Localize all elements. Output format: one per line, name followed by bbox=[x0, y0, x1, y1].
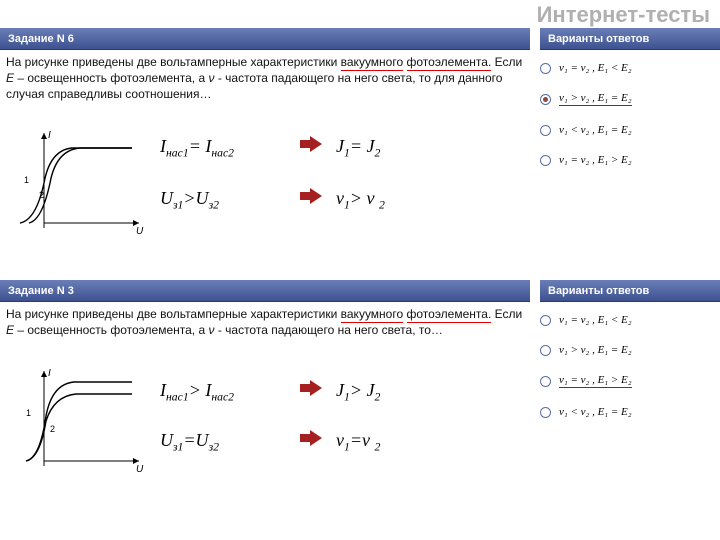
answer-option[interactable]: ν₁ = ν₂ , E₁ > E₂ bbox=[540, 154, 716, 166]
iv-graph: U I 1 2 bbox=[14, 128, 144, 238]
answer-option[interactable]: ν₁ > ν₂ , E₁ = E₂ bbox=[540, 92, 716, 106]
q-var-E: E bbox=[6, 323, 14, 337]
task-header-right: Варианты ответов bbox=[540, 280, 720, 302]
formula-U: Uз1=Uз2 bbox=[160, 430, 219, 454]
q-part: На рисунке приведены две вольтамперные х… bbox=[6, 55, 341, 69]
radio-icon[interactable] bbox=[540, 94, 551, 105]
formula-v: ν1=ν 2 bbox=[336, 430, 380, 454]
arrow-icon bbox=[300, 430, 322, 451]
q-part: – освещенность фотоэлемента, а bbox=[14, 71, 208, 85]
q-part bbox=[403, 307, 406, 321]
formula-J: J1> J2 bbox=[336, 380, 380, 404]
iv-graph: U I 1 2 bbox=[14, 366, 144, 476]
answer-option[interactable]: ν₁ < ν₂ , E₁ = E₂ bbox=[540, 124, 716, 136]
q-underline: фотоэлемента. bbox=[407, 55, 492, 71]
arrow-icon bbox=[300, 380, 322, 401]
axis-x-label: U bbox=[136, 226, 144, 237]
answer-text: ν₁ > ν₂ , E₁ = E₂ bbox=[559, 92, 632, 106]
answers-list: ν₁ = ν₂ , E₁ < E₂ ν₁ > ν₂ , E₁ = E₂ ν₁ =… bbox=[540, 314, 716, 436]
axis-y-label: I bbox=[48, 130, 51, 141]
task-header-left: Задание N 6 bbox=[0, 28, 530, 50]
q-part: Если bbox=[491, 55, 522, 69]
arrow-icon bbox=[300, 188, 322, 209]
q-part: На рисунке приведены две вольтамперные х… bbox=[6, 307, 341, 321]
question-text: На рисунке приведены две вольтамперные х… bbox=[6, 306, 526, 338]
answer-text: ν₁ < ν₂ , E₁ = E₂ bbox=[559, 406, 632, 418]
radio-icon[interactable] bbox=[540, 125, 551, 136]
curve-label: 1 bbox=[24, 175, 29, 185]
arrow-icon bbox=[300, 136, 322, 157]
header-gap bbox=[530, 28, 540, 50]
answer-option[interactable]: ν₁ > ν₂ , E₁ = E₂ bbox=[540, 344, 716, 356]
answer-text: ν₁ = ν₂ , E₁ > E₂ bbox=[559, 154, 632, 166]
curve-label: 1 bbox=[26, 408, 31, 418]
radio-icon[interactable] bbox=[540, 376, 551, 387]
formula-v: ν1> ν 2 bbox=[336, 188, 385, 212]
radio-icon[interactable] bbox=[540, 345, 551, 356]
answer-option[interactable]: ν₁ = ν₂ , E₁ < E₂ bbox=[540, 314, 716, 326]
formula-J: J1= J2 bbox=[336, 136, 380, 160]
q-part bbox=[403, 55, 406, 69]
answer-text: ν₁ = ν₂ , E₁ < E₂ bbox=[559, 62, 632, 74]
axis-y-label: I bbox=[48, 368, 51, 379]
task-header-left: Задание N 3 bbox=[0, 280, 530, 302]
q-part: – освещенность фотоэлемента, а bbox=[14, 323, 208, 337]
radio-icon[interactable] bbox=[540, 407, 551, 418]
answer-text: ν₁ > ν₂ , E₁ = E₂ bbox=[559, 344, 632, 356]
answer-text: ν₁ < ν₂ , E₁ = E₂ bbox=[559, 124, 632, 136]
radio-icon[interactable] bbox=[540, 155, 551, 166]
q-underline: фотоэлемента. bbox=[407, 307, 492, 323]
answer-text: ν₁ = ν₂ , E₁ < E₂ bbox=[559, 314, 632, 326]
q-part: Если bbox=[491, 307, 522, 321]
q-underline: вакуумного bbox=[341, 307, 404, 323]
formula-I: Iнас1> Iнас2 bbox=[160, 380, 234, 404]
formula-I: Iнас1= Iнас2 bbox=[160, 136, 234, 160]
q-part: - частота падающего на него света, то… bbox=[214, 323, 442, 337]
answers-list: ν₁ = ν₂ , E₁ < E₂ ν₁ > ν₂ , E₁ = E₂ ν₁ <… bbox=[540, 62, 716, 184]
answer-option[interactable]: ν₁ = ν₂ , E₁ < E₂ bbox=[540, 62, 716, 74]
curve-label: 2 bbox=[39, 190, 44, 200]
axis-x-label: U bbox=[136, 464, 144, 475]
answer-text: ν₁ = ν₂ , E₁ > E₂ bbox=[559, 374, 632, 388]
answer-option[interactable]: ν₁ < ν₂ , E₁ = E₂ bbox=[540, 406, 716, 418]
formula-U: Uз1>Uз2 bbox=[160, 188, 219, 212]
answer-option[interactable]: ν₁ = ν₂ , E₁ > E₂ bbox=[540, 374, 716, 388]
header-gap bbox=[530, 280, 540, 302]
radio-icon[interactable] bbox=[540, 315, 551, 326]
q-underline: вакуумного bbox=[341, 55, 404, 71]
q-var-E: E bbox=[6, 71, 14, 85]
task-header-right: Варианты ответов bbox=[540, 28, 720, 50]
radio-icon[interactable] bbox=[540, 63, 551, 74]
page-title: Интернет-тесты bbox=[537, 2, 710, 28]
curve-label: 2 bbox=[50, 424, 55, 434]
question-text: На рисунке приведены две вольтамперные х… bbox=[6, 54, 526, 103]
